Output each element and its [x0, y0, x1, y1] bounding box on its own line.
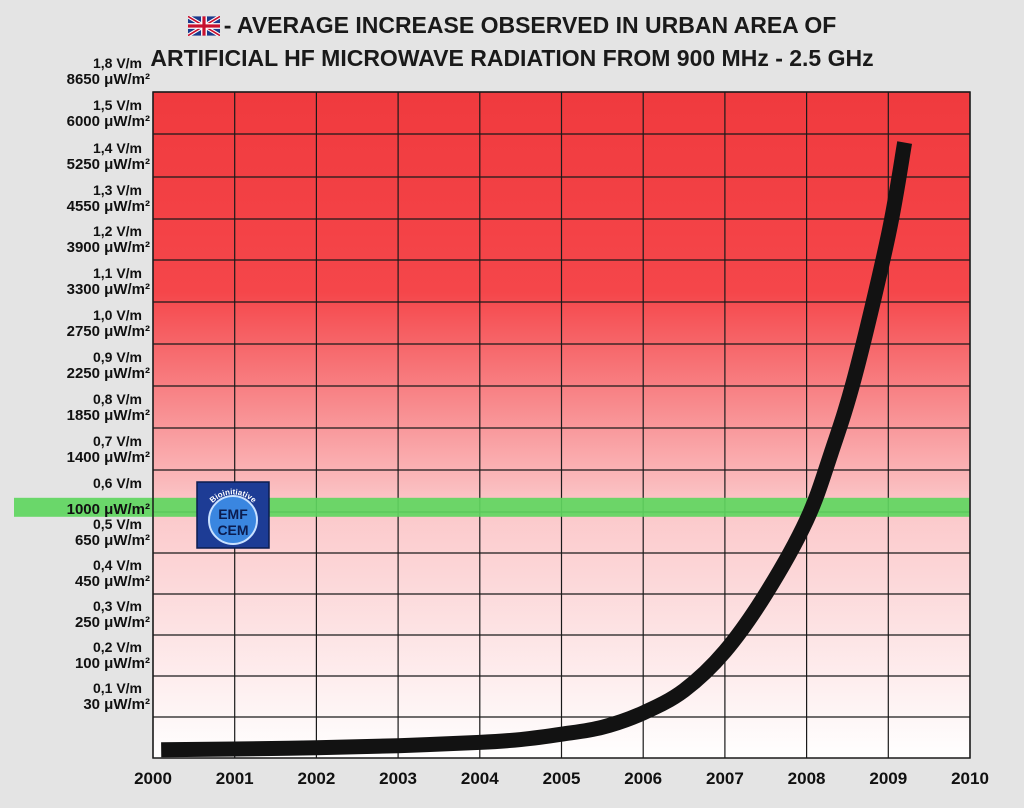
x-tick-label: 2004: [461, 769, 499, 788]
y-tick-label-field: 1,3 V/m: [93, 182, 142, 198]
y-tick-label-power: 5250 μW/m²: [67, 156, 150, 173]
chart-title: - AVERAGE INCREASE OBSERVED IN URBAN ARE…: [0, 10, 1024, 73]
y-tick-label-field: 0,9 V/m: [93, 349, 142, 365]
y-tick-label-power: 2750 μW/m²: [67, 323, 150, 340]
y-tick-label-power: 3900 μW/m²: [67, 239, 150, 256]
x-tick-label: 2009: [869, 769, 907, 788]
x-tick-label: 2006: [624, 769, 662, 788]
y-tick-label-field: 0,2 V/m: [93, 639, 142, 655]
y-tick-label-field: 0,1 V/m: [93, 680, 142, 696]
y-tick-label-field: 0,4 V/m: [93, 557, 142, 573]
bioinitiative-emf-logo: Bioinitiative EMF CEM: [196, 481, 270, 549]
y-tick-label-field: 1,0 V/m: [93, 307, 142, 323]
y-tick-label-field: 1,8 V/m: [93, 55, 142, 71]
x-tick-label: 2001: [216, 769, 254, 788]
y-tick-label-power: 3300 μW/m²: [67, 281, 150, 298]
threshold-band: [14, 497, 970, 517]
y-tick-label-power: 8650 μW/m²: [67, 71, 150, 88]
x-tick-label: 2003: [379, 769, 417, 788]
y-tick-label-power: 650 μW/m²: [75, 532, 150, 549]
y-tick-label-power: 30 μW/m²: [83, 696, 150, 713]
chart-title-line-1: - AVERAGE INCREASE OBSERVED IN URBAN ARE…: [223, 12, 837, 38]
y-tick-label-field: 0,7 V/m: [93, 433, 142, 449]
y-tick-label-field: 1,1 V/m: [93, 265, 142, 281]
y-tick-label-field: 1,5 V/m: [93, 97, 142, 113]
x-axis-labels: 2000 2001 2002 2003 2004 2005 2006 2007 2008 2009…: [134, 769, 989, 788]
logo-text-emf: EMF: [218, 506, 248, 522]
y-tick-label-field: 0,8 V/m: [93, 391, 142, 407]
x-tick-label: 2000: [134, 769, 172, 788]
threshold-label: 1000 μW/m²: [67, 501, 150, 518]
y-tick-label-field: 0,3 V/m: [93, 598, 142, 614]
x-tick-label: 2008: [788, 769, 826, 788]
y-tick-label-power: 2250 μW/m²: [67, 365, 150, 382]
logo-text-cem: CEM: [217, 522, 248, 538]
plot-border: [152, 91, 971, 759]
chart-title-line-2: ARTIFICIAL HF MICROWAVE RADIATION FROM 9…: [150, 45, 874, 71]
x-tick-label: 2005: [543, 769, 581, 788]
y-tick-label-field: 0,5 V/m: [93, 516, 142, 532]
x-tick-label: 2010: [951, 769, 989, 788]
y-tick-label-power: 250 μW/m²: [75, 614, 150, 631]
x-tick-label: 2007: [706, 769, 744, 788]
y-tick-label-power: 1400 μW/m²: [67, 449, 150, 466]
x-tick-label: 2002: [297, 769, 335, 788]
y-tick-label-field: 1,2 V/m: [93, 223, 142, 239]
y-tick-label-power: 450 μW/m²: [75, 573, 150, 590]
y-tick-label-power: 100 μW/m²: [75, 655, 150, 672]
y-tick-label-power: 6000 μW/m²: [67, 113, 150, 130]
y-tick-label-field: 0,6 V/m: [93, 475, 142, 491]
y-tick-label-power: 1850 μW/m²: [67, 407, 150, 424]
uk-flag-icon: [186, 13, 221, 43]
y-tick-label-field: 1,4 V/m: [93, 140, 142, 156]
y-tick-label-power: 4550 μW/m²: [67, 198, 150, 215]
series-line: [161, 141, 913, 758]
